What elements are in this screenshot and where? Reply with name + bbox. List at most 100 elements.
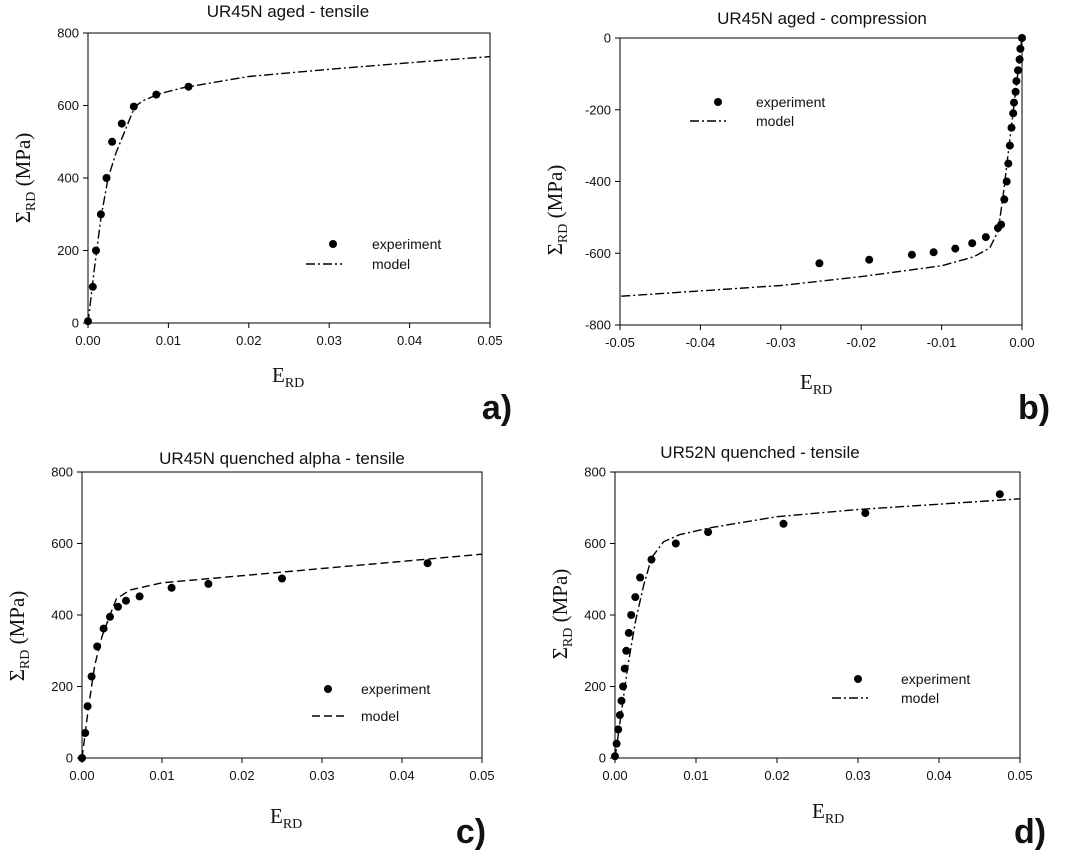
data-point [135, 592, 144, 601]
x-tick-label: 0.02 [229, 768, 254, 783]
y-tick-label: 600 [57, 98, 79, 113]
y-tick-label: 800 [584, 465, 606, 480]
data-point [622, 646, 631, 655]
x-axis-label: ERD [270, 804, 302, 832]
legend-marker-experiment [329, 240, 337, 248]
x-tick-label: 0.02 [764, 768, 789, 783]
legend-label-experiment: experiment [361, 681, 430, 697]
series-line-model [619, 37, 1023, 297]
data-point [671, 539, 680, 548]
series-line-model [81, 553, 483, 759]
x-tick-label: 0.05 [1007, 768, 1032, 783]
legend-label-model: model [756, 113, 794, 129]
legend-marker-experiment [324, 685, 332, 693]
plot-frame [619, 37, 1023, 326]
legend: experiment model [832, 671, 970, 706]
chart-title: UR45N aged - tensile [207, 2, 370, 21]
x-tick-label: 0.05 [469, 768, 494, 783]
series-line-model [614, 498, 1021, 759]
data-point [1014, 66, 1022, 75]
y-tick-label: 600 [584, 536, 606, 551]
series-line-model [87, 55, 491, 324]
legend-marker-experiment [854, 675, 862, 683]
data-point [167, 583, 176, 592]
chart-title: UR52N quenched - tensile [660, 443, 859, 462]
y-tick-label: 800 [57, 26, 79, 41]
data-point [614, 725, 623, 734]
panel-letter: b) [1018, 389, 1050, 427]
data-point [995, 490, 1004, 499]
y-tick-label: 0 [599, 751, 606, 766]
plot-frame [87, 32, 491, 324]
chart-title: UR45N quenched alpha - tensile [159, 449, 405, 468]
data-point [907, 250, 916, 259]
plot-frame [614, 471, 1021, 759]
data-point [122, 596, 130, 605]
plot-frame [81, 471, 483, 759]
x-tick-label: 0.01 [149, 768, 174, 783]
y-axis-label: ΣRD (MPa) [5, 591, 33, 682]
y-axis-label: ΣRD (MPa) [548, 569, 576, 660]
y-tick-label: 0 [604, 31, 611, 46]
y-tick-label: -400 [585, 174, 611, 189]
x-tick-label: -0.05 [605, 335, 635, 350]
data-point [129, 102, 138, 111]
data-point [968, 239, 977, 248]
chart-panel-2: UR45N aged - compression -0.05 -0.04 -0.03 -… [543, 9, 1050, 427]
x-tick-label: 0.03 [317, 333, 342, 348]
data-point [981, 233, 990, 242]
data-point [865, 255, 874, 264]
y-tick-label: 0 [72, 316, 79, 331]
legend: experiment model [312, 681, 430, 724]
x-tick-label: 0.03 [309, 768, 334, 783]
data-point [117, 119, 126, 128]
y-tick-label: -200 [585, 102, 611, 117]
data-point [815, 259, 824, 268]
legend-label-experiment: experiment [372, 236, 441, 252]
data-point [1016, 44, 1025, 53]
data-point [108, 137, 117, 146]
x-tick-label: 0.01 [156, 333, 181, 348]
y-tick-label: 400 [51, 608, 73, 623]
data-point [612, 739, 621, 748]
data-point [204, 579, 213, 588]
data-point [704, 528, 713, 537]
data-point [617, 696, 626, 705]
data-point [152, 90, 161, 99]
data-point [631, 593, 640, 602]
panel-letter: a) [482, 389, 512, 427]
x-tick-label: 0.04 [389, 768, 414, 783]
x-axis-label: ERD [272, 363, 304, 391]
data-point [1004, 159, 1013, 168]
data-point [929, 248, 938, 257]
data-point [1000, 195, 1009, 204]
x-tick-label: 0.00 [69, 768, 94, 783]
data-point [114, 602, 122, 611]
legend-label-experiment: experiment [756, 94, 825, 110]
y-axis-label: ΣRD (MPa) [543, 165, 571, 256]
chart-panel-4: UR52N quenched - tensile 0.00 0.01 0.02 0.03… [548, 443, 1046, 851]
y-tick-label: 0 [66, 751, 73, 766]
panel-letter: d) [1014, 813, 1046, 851]
data-point [627, 611, 636, 619]
x-tick-label: 0.01 [683, 768, 708, 783]
x-tick-label: 0.02 [236, 333, 261, 348]
data-point [861, 509, 870, 518]
y-tick-label: 200 [51, 679, 73, 694]
x-tick-label: 0.00 [75, 333, 100, 348]
y-tick-label: 400 [584, 608, 606, 623]
chart-panel-3: UR45N quenched alpha - tensile 0.00 0.01 0.… [5, 449, 495, 851]
x-tick-label: 0.00 [1009, 335, 1034, 350]
data-point [624, 628, 633, 637]
data-point [636, 573, 645, 582]
x-tick-label: 0.03 [845, 768, 870, 783]
y-tick-label: 200 [584, 679, 606, 694]
legend: experiment model [690, 94, 825, 129]
x-tick-label: 0.00 [602, 768, 627, 783]
data-point [1002, 177, 1011, 186]
y-tick-label: 400 [57, 171, 79, 186]
y-tick-label: 800 [51, 465, 73, 480]
y-axis-label: ΣRD (MPa) [11, 133, 39, 224]
x-tick-label: -0.03 [766, 335, 796, 350]
